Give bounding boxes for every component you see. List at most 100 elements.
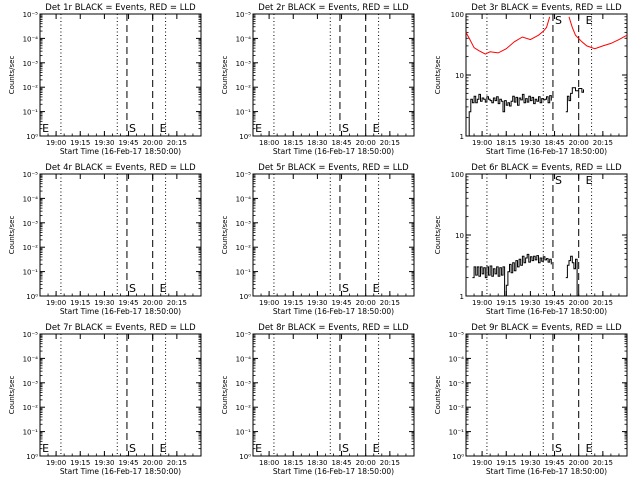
x-tick-label: 19:00 [46,139,66,147]
x-tick-label: 18:00 [259,139,279,147]
x-tick-label: 20:00 [143,139,163,147]
x-axis-label: Start Time (16-Feb-17 18:50:00) [486,147,607,156]
y-tick-label: 10⁻³ [23,380,39,388]
panel-title: Det 5r BLACK = Events, RED = LLD [258,163,409,173]
x-tick-label: 20:15 [167,459,187,467]
y-tick-label: 10⁻² [236,244,252,252]
x-axis-label: Start Time (16-Feb-17 18:50:00) [486,467,607,476]
panel-title: Det 7r BLACK = Events, RED = LLD [45,323,196,333]
y-axis-label: Counts/sec [434,376,442,415]
panel-title: Det 2r BLACK = Events, RED = LLD [258,3,409,13]
y-tick-label: 10⁻² [236,84,252,92]
y-tick-label: 10⁻⁴ [23,195,39,203]
x-tick-label: 20:00 [143,459,163,467]
x-tick-label: 18:00 [259,459,279,467]
x-tick-label: 19:30 [520,459,540,467]
y-tick-label: 10⁻¹ [449,429,465,437]
y-tick-label: 10⁰ [452,453,464,461]
y-tick-label: 10⁻⁴ [23,35,39,43]
x-tick-label: 20:00 [569,299,589,307]
x-axis-label: Start Time (16-Feb-17 18:50:00) [273,467,394,476]
y-tick-label: 10⁻¹ [23,109,39,117]
x-tick-label: 20:00 [356,459,376,467]
y-tick-label: 10⁰ [26,133,38,141]
detector-panel: Det 5r BLACK = Events, RED = LLD Counts/s… [221,163,415,316]
x-tick-label: 19:45 [544,299,564,307]
y-tick-label: 10⁻⁴ [236,355,252,363]
y-tick-label: 10⁻³ [23,220,39,228]
event-marker-label: E [373,282,380,295]
lld-series-line [568,16,628,50]
x-tick-label: 19:15 [496,299,516,307]
y-tick-label: 10⁻⁵ [236,11,252,19]
detector-panel: Det 9r BLACK = Events, RED = LLD Counts/s… [434,323,628,476]
event-marker-label: E [160,122,167,135]
x-tick-label: 19:15 [70,139,90,147]
event-marker-label: S [342,282,349,295]
y-tick-label: 10⁻⁴ [236,35,252,43]
detector-panel: Det 3r BLACK = Events, RED = LLD Counts/s… [434,3,628,156]
x-tick-label: 19:30 [307,299,327,307]
event-marker-label: E [160,282,167,295]
detector-panel: Det 7r BLACK = Events, RED = LLD Counts/s… [8,323,202,476]
x-tick-label: 18:45 [331,459,351,467]
x-tick-label: 19:00 [472,139,492,147]
y-tick-label: 10⁻⁵ [449,331,465,339]
x-tick-label: 19:45 [118,459,138,467]
plot-frame [252,333,415,457]
x-tick-label: 18:30 [307,139,327,147]
y-axis-label: Counts/sec [8,376,16,415]
x-tick-label: 19:30 [94,459,114,467]
y-tick-label: 10⁻¹ [23,429,39,437]
y-tick-label: 10⁻⁵ [23,331,39,339]
x-tick-label: 20:15 [167,139,187,147]
detector-panel: Det 1r BLACK = Events, RED = LLD Counts/s… [8,3,202,156]
y-tick-label: 10⁰ [239,453,251,461]
detector-panel: Det 4r BLACK = Events, RED = LLD Counts/s… [8,163,202,316]
x-axis-label: Start Time (16-Feb-17 18:50:00) [60,147,181,156]
y-tick-label: 10⁻³ [23,60,39,68]
y-tick-label: 10⁻² [23,244,39,252]
y-tick-label: 10⁻² [236,404,252,412]
y-tick-label: 10⁻³ [449,380,465,388]
y-axis-label: Counts/sec [221,56,229,95]
y-tick-label: 10⁻³ [236,60,252,68]
x-tick-label: 20:00 [569,459,589,467]
event-marker-label: S [342,122,349,135]
y-tick-label: 10⁰ [239,293,251,301]
panel-title: Det 3r BLACK = Events, RED = LLD [471,3,622,13]
y-tick-label: 10⁻³ [236,220,252,228]
x-tick-label: 19:45 [118,299,138,307]
event-marker-label: S [129,282,136,295]
event-marker-label: S [555,442,562,455]
x-tick-label: 18:15 [283,139,303,147]
y-tick-label: 10 [455,72,464,80]
detector-panel: Det 6r BLACK = Events, RED = LLD Counts/s… [434,163,628,316]
x-tick-label: 18:30 [307,459,327,467]
plot-frame [39,173,202,297]
events-series-line [472,253,552,297]
event-marker-label: S [129,442,136,455]
x-tick-label: 19:15 [70,299,90,307]
detector-panel: Det 2r BLACK = Events, RED = LLD Counts/s… [221,3,415,156]
y-tick-label: 10⁻⁴ [236,195,252,203]
x-tick-label: 19:00 [46,299,66,307]
y-tick-label: 10⁻¹ [23,269,39,277]
plot-frame [39,13,202,137]
event-marker-label: E [255,442,262,455]
x-tick-label: 20:00 [143,299,163,307]
event-marker-label: E [586,174,593,187]
y-tick-label: 10⁻⁵ [23,11,39,19]
event-marker-label: S [555,14,562,27]
event-marker-label: S [555,174,562,187]
y-tick-label: 10 [455,232,464,240]
x-tick-label: 20:15 [593,299,613,307]
y-tick-label: 10⁰ [26,453,38,461]
events-series-line [466,93,552,137]
y-axis-label: Counts/sec [8,216,16,255]
y-tick-label: 10⁻² [23,404,39,412]
x-tick-label: 19:30 [520,299,540,307]
y-tick-label: 10⁻¹ [236,269,252,277]
x-tick-label: 19:00 [259,299,279,307]
